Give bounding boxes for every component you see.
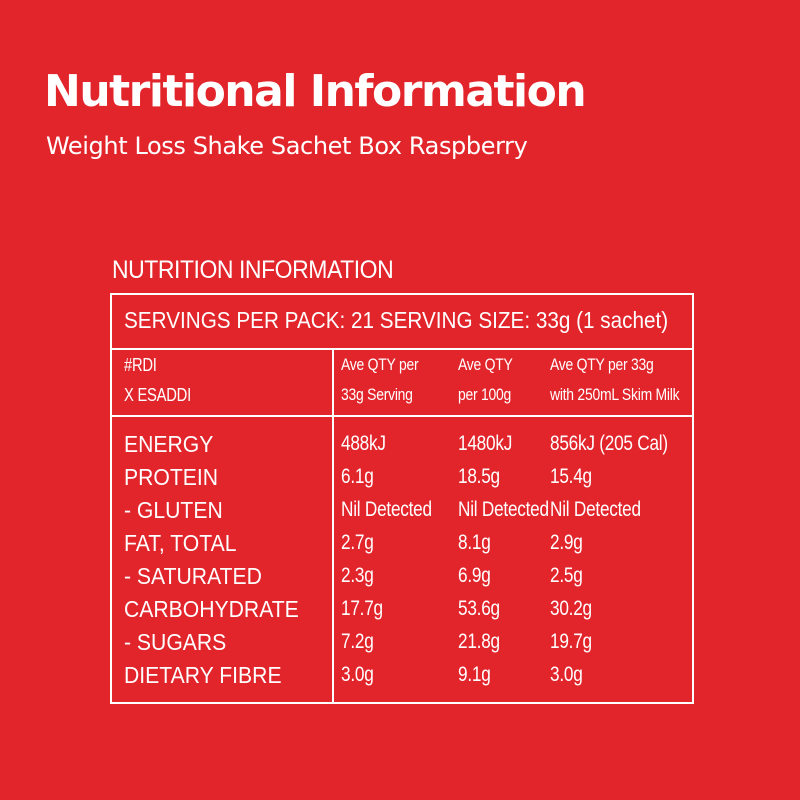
row-value: 18.5g: [458, 465, 500, 488]
row-label-energy: ENERGY: [124, 431, 214, 457]
row-value: 8.1g: [458, 531, 491, 554]
row-value: Nil Detected: [550, 498, 641, 521]
esaddi-label: X ESADDI: [124, 385, 191, 405]
product-subtitle: Weight Loss Shake Sachet Box Raspberry: [46, 132, 528, 160]
row-value: 15.4g: [550, 465, 592, 488]
table-divider-header: [112, 415, 692, 417]
rdi-label: #RDI: [124, 355, 157, 375]
row-value: Nil Detected: [458, 498, 549, 521]
nutrition-panel-title: NUTRITION INFORMATION: [112, 256, 394, 284]
servings-info: SERVINGS PER PACK: 21 SERVING SIZE: 33g …: [124, 307, 669, 333]
table-divider-top: [112, 348, 692, 350]
col-header-milk-line2: with 250mL Skim Milk: [550, 385, 680, 404]
row-label-protein: PROTEIN: [124, 464, 219, 490]
row-value: 6.1g: [341, 465, 374, 488]
row-label-gluten: - GLUTEN: [124, 497, 223, 523]
table-divider-vertical: [332, 348, 334, 702]
col-header-serving-line1: Ave QTY per: [341, 355, 419, 374]
row-value: 21.8g: [458, 630, 500, 653]
row-label-sugars: - SUGARS: [124, 629, 227, 655]
row-value: 2.3g: [341, 564, 374, 587]
col-header-milk-line1: Ave QTY per 33g: [550, 355, 654, 374]
row-value: 19.7g: [550, 630, 592, 653]
row-value: 1480kJ: [458, 432, 513, 455]
row-value: 9.1g: [458, 663, 491, 686]
col-header-100g-line1: Ave QTY: [458, 355, 513, 374]
row-value: 3.0g: [341, 663, 374, 686]
row-value: 17.7g: [341, 597, 383, 620]
row-value: 53.6g: [458, 597, 500, 620]
row-label-carbohydrate: CARBOHYDRATE: [124, 596, 299, 622]
row-value: 30.2g: [550, 597, 592, 620]
row-value: 488kJ: [341, 432, 386, 455]
page-title: Nutritional Information: [44, 66, 587, 117]
col-header-100g-line2: per 100g: [458, 385, 512, 404]
row-value: 2.5g: [550, 564, 583, 587]
row-value: 2.9g: [550, 531, 583, 554]
col-header-serving-line2: 33g Serving: [341, 385, 413, 404]
nutrition-table: [110, 293, 694, 704]
row-value: 856kJ (205 Cal): [550, 432, 668, 455]
row-value: 6.9g: [458, 564, 491, 587]
row-value: 2.7g: [341, 531, 374, 554]
row-value: Nil Detected: [341, 498, 432, 521]
row-label-fat-total: FAT, TOTAL: [124, 530, 237, 556]
row-label-saturated: - SATURATED: [124, 563, 262, 589]
row-value: 7.2g: [341, 630, 374, 653]
row-label-dietary-fibre: DIETARY FIBRE: [124, 662, 282, 688]
row-value: 3.0g: [550, 663, 583, 686]
